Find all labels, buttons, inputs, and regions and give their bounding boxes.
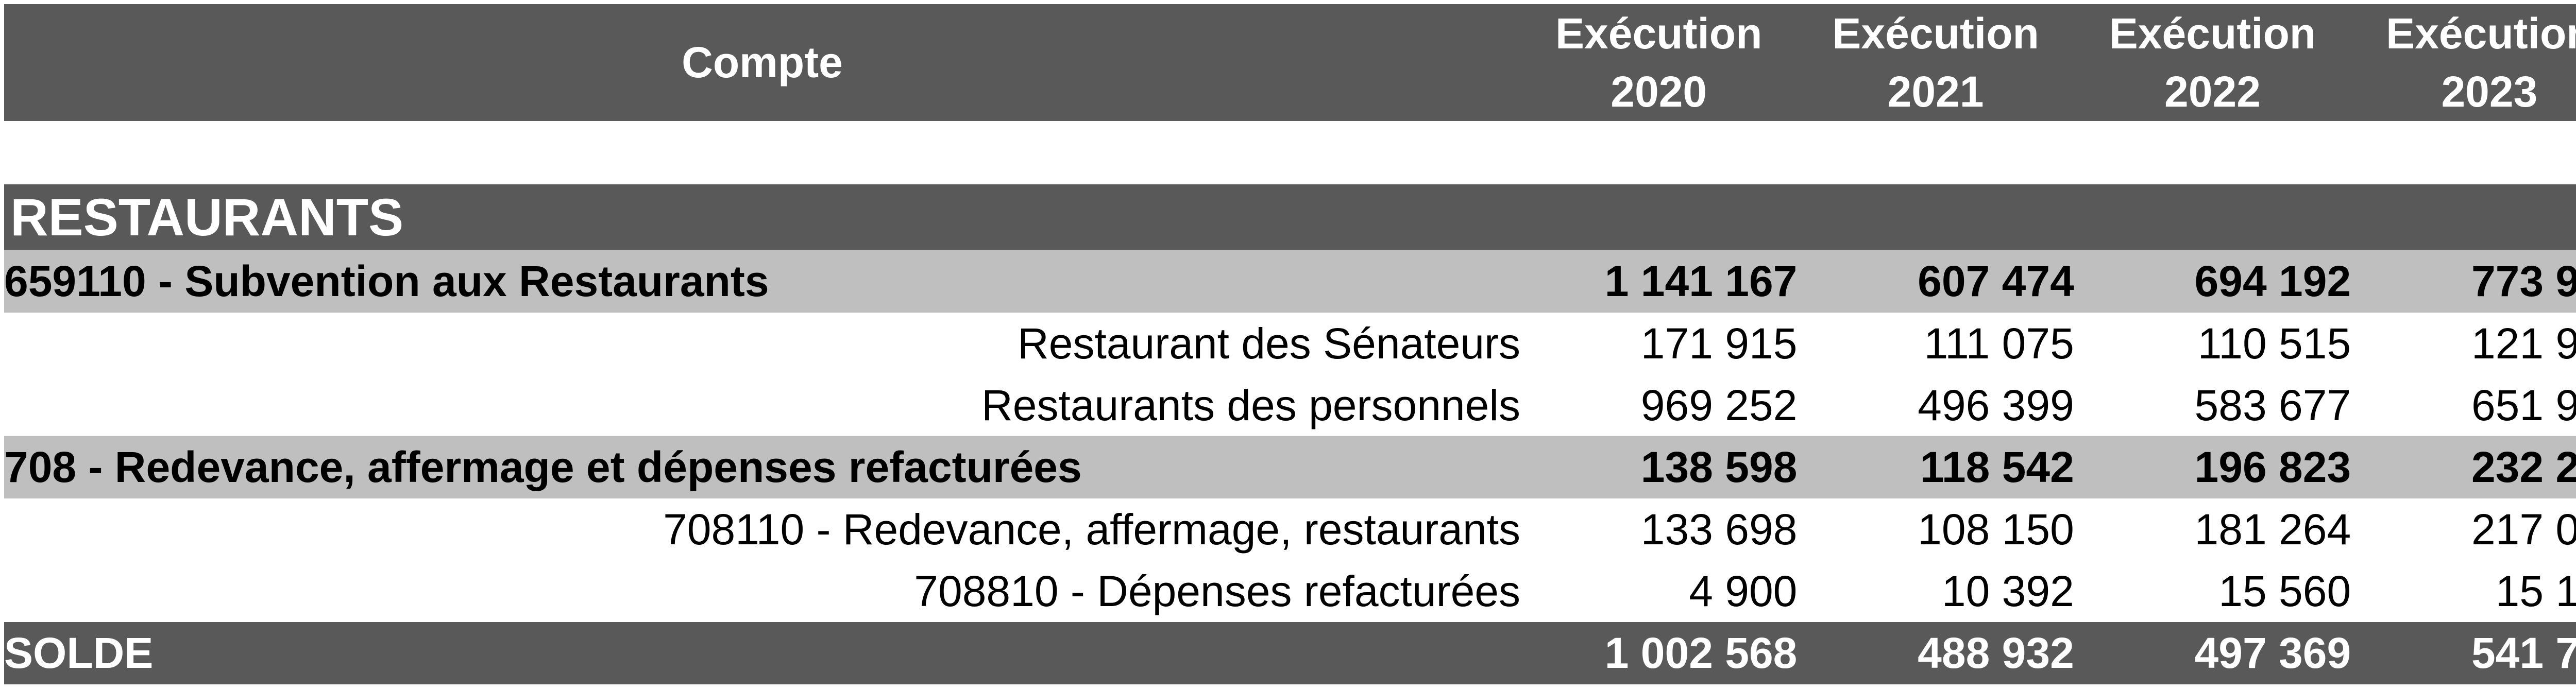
cell-2023: 651 979 (2351, 374, 2576, 436)
cell-2021: 607 474 (1797, 250, 2074, 313)
cell-2021: 108 150 (1797, 498, 2074, 560)
total-label: SOLDE (4, 622, 1521, 684)
table-row-708810: 708810 - Dépenses refacturées 4 900 10 3… (4, 560, 2576, 622)
cell-2020: 133 698 (1520, 498, 1798, 560)
cell-2021: 111 075 (1797, 313, 2074, 374)
cell-2020: 4 900 (1520, 560, 1798, 622)
table-row-708: 708 - Redevance, affermage et dépenses r… (4, 436, 2576, 498)
total-2023: 541 716 (2351, 622, 2576, 684)
cell-2023: 15 199 (2351, 560, 2576, 622)
cell-2023: 232 218 (2351, 436, 2576, 498)
column-header-line1: Exécution (2109, 9, 2316, 58)
column-header-execution-2022: Exécution 2022 (2074, 4, 2351, 121)
total-2021: 488 932 (1797, 622, 2074, 684)
column-header-line2: 2022 (2164, 67, 2261, 116)
cell-2022: 694 192 (2074, 250, 2351, 313)
section-row-restaurants: RESTAURANTS (4, 184, 2576, 250)
table-row-restaurant-senateurs: Restaurant des Sénateurs 171 915 111 075… (4, 313, 2576, 374)
column-header-line1: Exécution (2386, 9, 2576, 58)
restaurants-execution-table: Compte Exécution 2020 Exécution 2021 Exé… (4, 4, 2576, 684)
total-2020: 1 002 568 (1520, 622, 1798, 684)
cell-2020: 138 598 (1520, 436, 1798, 498)
row-label: Restaurants des personnels (4, 374, 1521, 436)
spacer-row (4, 121, 2576, 184)
table-row-restaurants-personnels: Restaurants des personnels 969 252 496 3… (4, 374, 2576, 436)
column-header-line1: Exécution (1555, 9, 1762, 58)
cell-2023: 121 955 (2351, 313, 2576, 374)
spacer-cell (4, 121, 2576, 184)
cell-2022: 583 677 (2074, 374, 2351, 436)
cell-2022: 110 515 (2074, 313, 2351, 374)
cell-2022: 181 264 (2074, 498, 2351, 560)
cell-2020: 1 141 167 (1520, 250, 1798, 313)
column-header-execution-2021: Exécution 2021 (1797, 4, 2074, 121)
column-header-line2: 2021 (1887, 67, 1984, 116)
row-label: 708 - Redevance, affermage et dépenses r… (4, 436, 1521, 498)
row-label: 708810 - Dépenses refacturées (4, 560, 1521, 622)
column-header-line2: 2023 (2441, 67, 2538, 116)
cell-2022: 196 823 (2074, 436, 2351, 498)
row-label: 659110 - Subvention aux Restaurants (4, 250, 1521, 313)
cell-2021: 496 399 (1797, 374, 2074, 436)
column-header-line2: 2020 (1611, 67, 1707, 116)
column-header-execution-2020: Exécution 2020 (1520, 4, 1798, 121)
table-row-659110: 659110 - Subvention aux Restaurants 1 14… (4, 250, 2576, 313)
row-label: Restaurant des Sénateurs (4, 313, 1521, 374)
total-2022: 497 369 (2074, 622, 2351, 684)
cell-2022: 15 560 (2074, 560, 2351, 622)
cell-2021: 118 542 (1797, 436, 2074, 498)
cell-2020: 171 915 (1520, 313, 1798, 374)
total-row-solde: SOLDE 1 002 568 488 932 497 369 541 716 … (4, 622, 2576, 684)
table-row-708110: 708110 - Redevance, affermage, restauran… (4, 498, 2576, 560)
cell-2020: 969 252 (1520, 374, 1798, 436)
table-header-row: Compte Exécution 2020 Exécution 2021 Exé… (4, 4, 2576, 121)
column-header-compte: Compte (4, 4, 1521, 121)
column-header-execution-2023: Exécution 2023 (2351, 4, 2576, 121)
section-title: RESTAURANTS (4, 184, 2576, 250)
budget-execution-sheet: Compte Exécution 2020 Exécution 2021 Exé… (4, 4, 2576, 684)
column-header-line1: Exécution (1832, 9, 2039, 58)
cell-2021: 10 392 (1797, 560, 2074, 622)
row-label: 708110 - Redevance, affermage, restauran… (4, 498, 1521, 560)
cell-2023: 773 934 (2351, 250, 2576, 313)
cell-2023: 217 020 (2351, 498, 2576, 560)
